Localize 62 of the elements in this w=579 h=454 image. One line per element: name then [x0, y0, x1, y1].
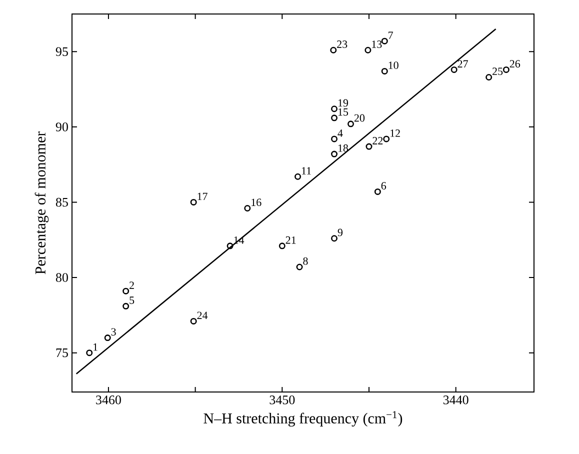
- annotation: 16: [252, 198, 262, 206]
- point: [296, 264, 303, 270]
- annotation: 1: [94, 343, 98, 351]
- point: [374, 188, 381, 195]
- point: [331, 235, 338, 242]
- annotation: 4: [338, 130, 343, 137]
- point: [348, 120, 354, 128]
- point: [364, 46, 372, 54]
- annotation: 7: [388, 32, 393, 39]
- point: [122, 302, 130, 310]
- annotation: 15: [338, 108, 348, 116]
- annotation: 10: [388, 62, 398, 70]
- point: [381, 38, 388, 44]
- point: [331, 136, 338, 142]
- point: [190, 318, 197, 324]
- point: [331, 150, 338, 158]
- point: [122, 288, 130, 294]
- point: [190, 198, 197, 206]
- point: [331, 106, 338, 112]
- annotation: 11: [302, 167, 311, 174]
- annotation: 12: [390, 130, 400, 137]
- annotation: 23: [337, 40, 348, 48]
- y-axis-title: Percentage of monomer: [34, 131, 49, 274]
- annotation: 5: [130, 296, 134, 304]
- annotation: 8: [303, 257, 308, 265]
- x-tick-label: 3450: [270, 396, 295, 404]
- x-tick-label: 3440: [443, 396, 468, 404]
- point: [331, 114, 338, 122]
- annotation: 9: [338, 228, 343, 236]
- point: [330, 46, 337, 54]
- annotation: 24: [197, 312, 208, 320]
- y-tick-label: 85: [56, 198, 68, 207]
- point: [294, 173, 302, 180]
- y-tick-label: 80: [56, 273, 68, 282]
- annotation: 22: [372, 137, 383, 144]
- x-tick-label: 3460: [96, 396, 121, 404]
- point: [86, 350, 93, 356]
- annotation: 27: [458, 60, 468, 68]
- annotation: 21: [286, 236, 296, 244]
- annotation: 17: [198, 192, 208, 200]
- point: [226, 242, 234, 250]
- annotation: 3: [111, 328, 116, 336]
- point: [381, 68, 388, 74]
- point: [486, 74, 492, 80]
- annotation: 13: [372, 40, 382, 48]
- point: [450, 66, 458, 73]
- point: [104, 334, 111, 342]
- point: [366, 143, 372, 150]
- y-tick-label: 75: [56, 348, 68, 358]
- point: [244, 205, 251, 212]
- y-tick-label: 95: [56, 47, 68, 56]
- annotation: 2: [130, 282, 134, 289]
- annotation: 25: [492, 68, 503, 76]
- x-axis-title: N–H stretching frequency (cm$^{−1}$): [204, 411, 402, 427]
- annotation: 26: [510, 60, 520, 68]
- point: [502, 66, 510, 73]
- annotation: 19: [338, 99, 348, 107]
- annotation: 20: [354, 114, 365, 122]
- point: [278, 242, 286, 250]
- annotation: 6: [381, 182, 386, 190]
- y-tick-label: 90: [56, 122, 68, 132]
- point: [383, 136, 390, 142]
